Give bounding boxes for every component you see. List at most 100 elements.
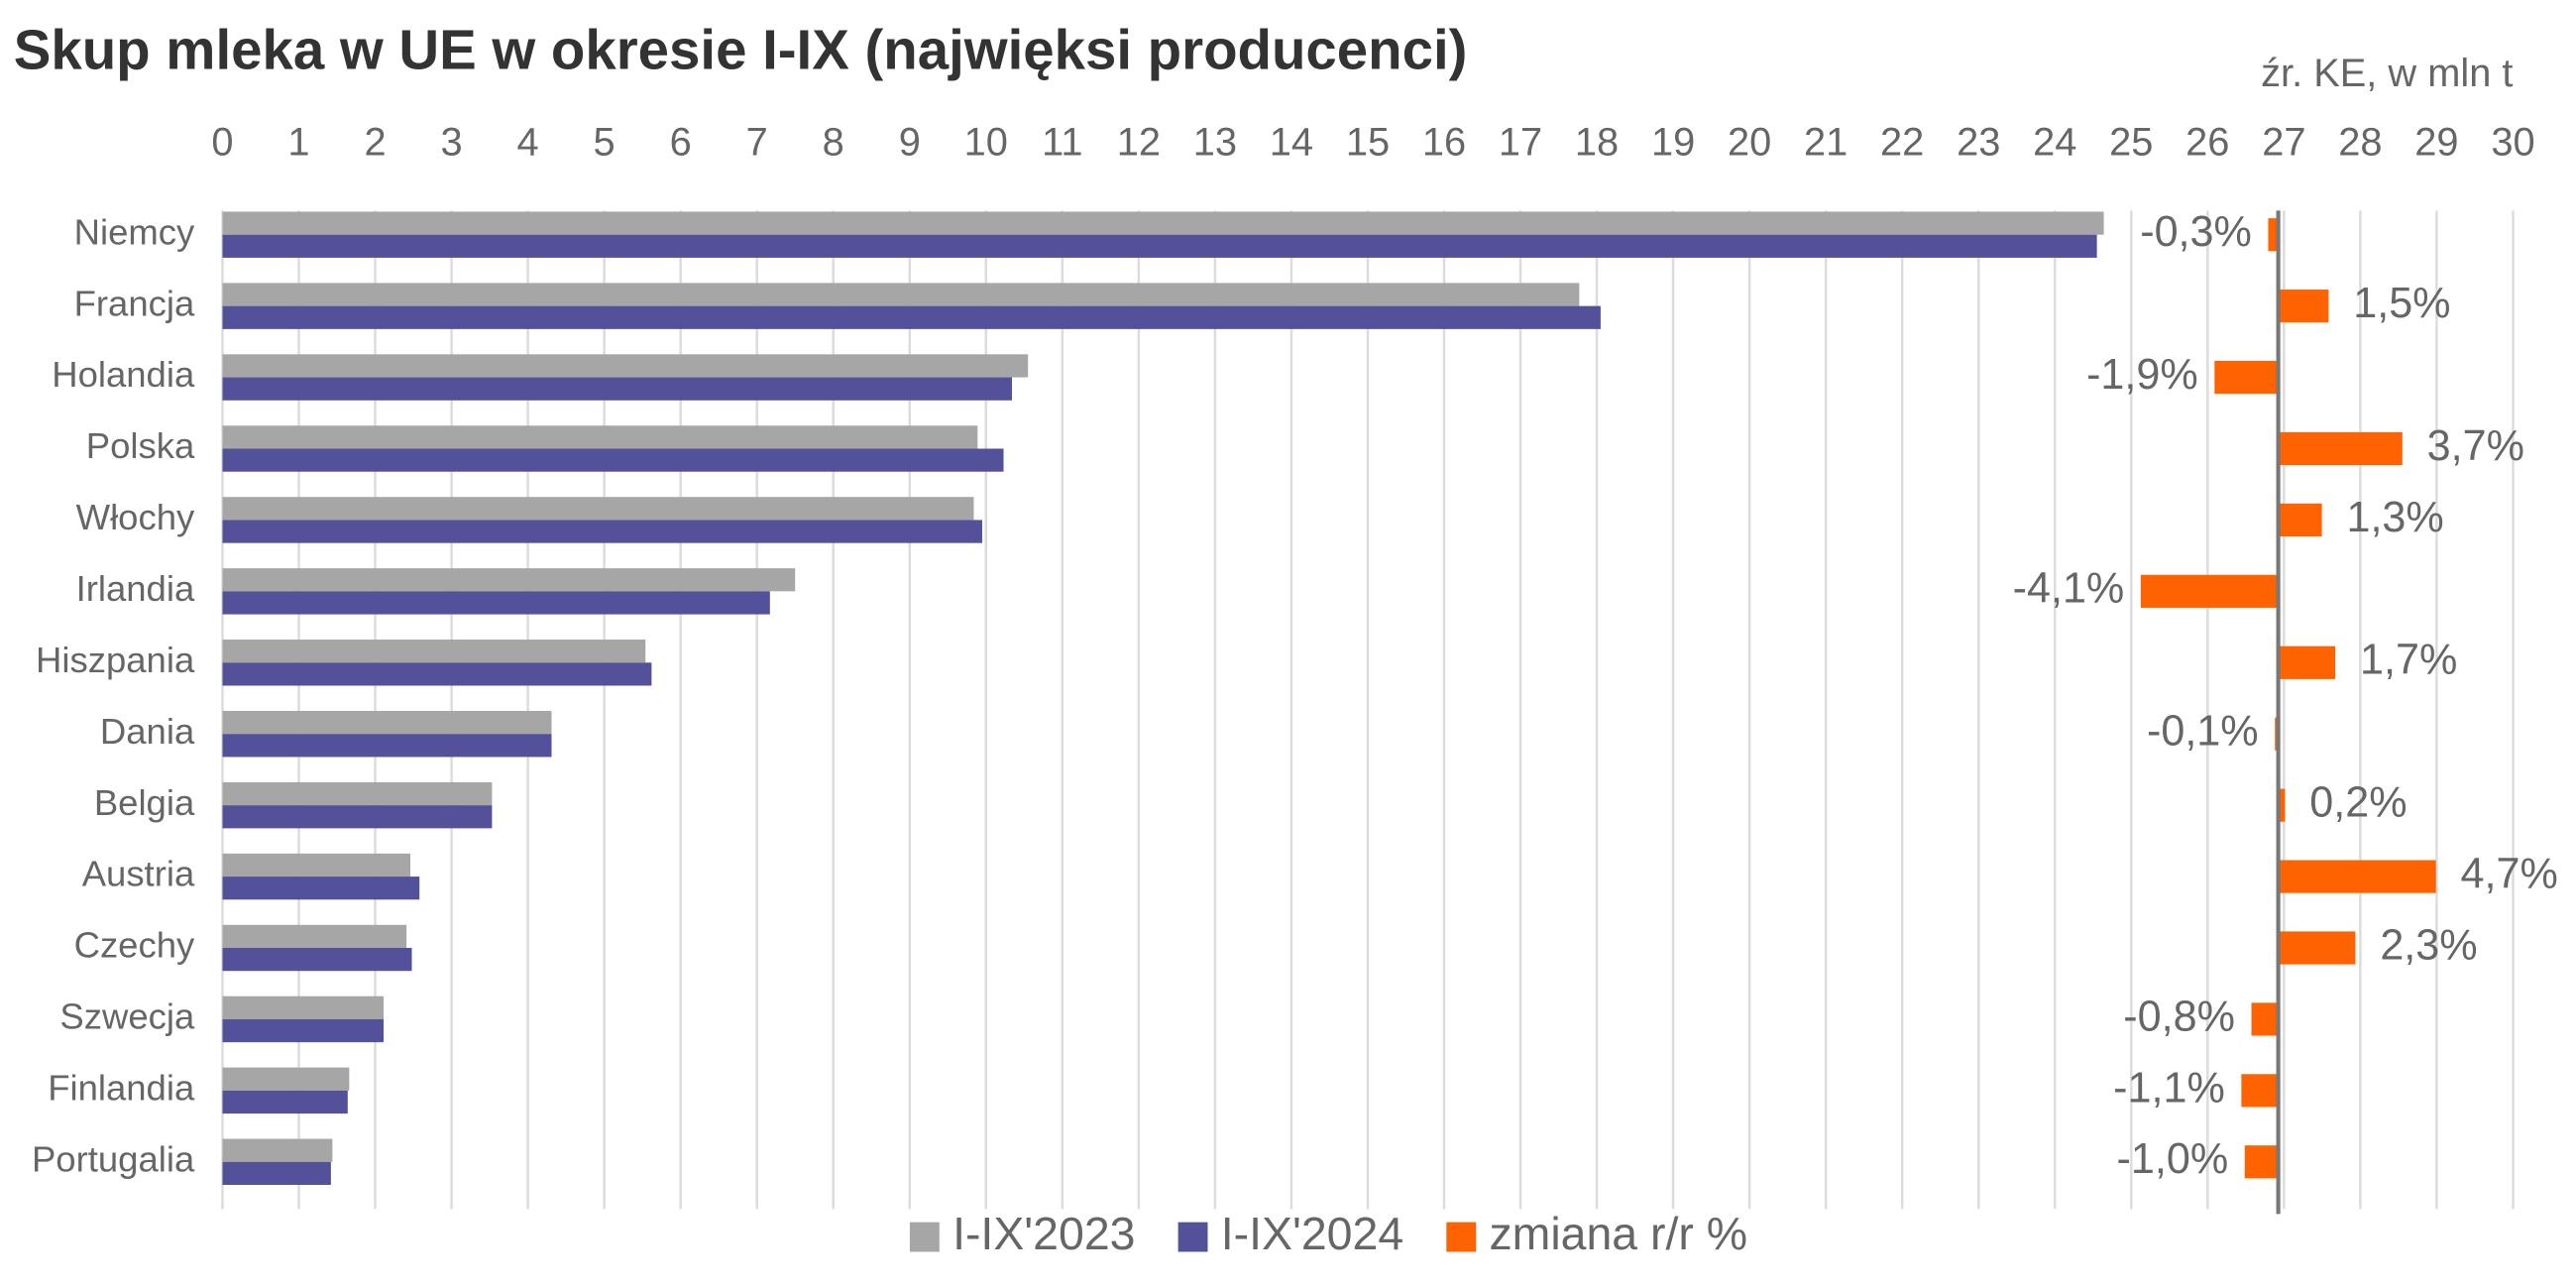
x-tick-label: 24 [2033, 121, 2076, 165]
x-tick-label: 25 [2109, 121, 2153, 165]
change-bar [2278, 860, 2436, 893]
change-bar [2251, 1002, 2279, 1036]
value-label: 1,7% [2360, 637, 2457, 684]
bar [222, 1161, 331, 1186]
x-tick-label: 14 [1270, 121, 1313, 165]
bar [222, 1067, 350, 1091]
bar [222, 640, 646, 663]
x-tick-label: 26 [2185, 121, 2229, 165]
y-tick-label: Austria [82, 854, 195, 894]
bar [222, 377, 1012, 401]
x-tick-label: 30 [2491, 121, 2534, 165]
value-label: -1,1% [2113, 1064, 2225, 1112]
bar [222, 568, 796, 592]
source-note: źr. KE, w mln t [2261, 52, 2513, 95]
value-label: -1,0% [2117, 1135, 2229, 1183]
legend-swatch [1446, 1222, 1477, 1252]
change-bar [2214, 360, 2279, 395]
x-tick-label: 3 [440, 121, 462, 165]
change-bar [2244, 1145, 2279, 1179]
change-bar [2278, 431, 2403, 466]
x-tick-label: 12 [1117, 121, 1161, 165]
bar [222, 805, 493, 829]
y-tick-label: Irlandia [76, 568, 195, 609]
bar [222, 354, 1029, 378]
x-tick-label: 18 [1575, 121, 1619, 165]
bar [222, 662, 652, 686]
x-tick-label: 6 [670, 121, 692, 165]
bar [222, 924, 407, 949]
bar [222, 948, 412, 972]
x-tick-label: 20 [1728, 121, 1771, 165]
bar [222, 211, 2104, 235]
x-tick-label: 0 [211, 121, 233, 165]
x-tick-label: 8 [823, 121, 844, 165]
bar [222, 520, 982, 543]
x-tick-label: 9 [899, 121, 921, 165]
value-label: 3,7% [2427, 422, 2524, 470]
x-tick-label: 11 [1042, 121, 1082, 165]
bar [222, 734, 552, 758]
x-tick-label: 21 [1804, 121, 1848, 165]
legend-swatch [909, 1222, 940, 1252]
x-tick-label: 28 [2338, 121, 2382, 165]
x-tick-label: 5 [594, 121, 616, 165]
bar [222, 1018, 385, 1043]
value-label: 0,2% [2309, 779, 2407, 827]
y-tick-label: Włochy [76, 497, 195, 537]
y-tick-label: Niemcy [74, 211, 195, 252]
bar [222, 853, 410, 878]
legend-label: zmiana r/r % [1489, 1208, 1747, 1259]
x-tick-label: 17 [1499, 121, 1542, 165]
change-bar [2268, 218, 2279, 252]
change-bar [2278, 503, 2322, 537]
y-tick-label: Francja [74, 283, 195, 323]
y-tick-label: Dania [100, 711, 195, 752]
legend-label: I-IX'2024 [1221, 1208, 1403, 1259]
bar [222, 305, 1601, 329]
change-bar [2241, 1074, 2279, 1108]
change-bar [2278, 788, 2286, 822]
x-tick-label: 15 [1346, 121, 1390, 165]
bar [222, 1138, 333, 1162]
value-label: -4,1% [2013, 565, 2125, 613]
x-tick-label: 4 [517, 121, 539, 165]
bar [222, 283, 1580, 306]
bar [222, 1090, 348, 1114]
change-bar [2278, 931, 2356, 965]
change-bar [2140, 574, 2279, 608]
value-label: 2,3% [2380, 921, 2477, 969]
y-tick-label: Finlandia [48, 1068, 195, 1109]
value-label: -0,3% [2140, 208, 2252, 256]
y-tick-label: Belgia [94, 782, 195, 823]
legend-swatch [1177, 1222, 1208, 1252]
y-tick-label: Szwecja [59, 996, 195, 1037]
x-tick-label: 23 [1957, 121, 2000, 165]
chart-title: Skup mleka w UE w okresie I-IX (najwięks… [14, 19, 1468, 81]
value-label: -0,1% [2147, 708, 2259, 756]
y-tick-label: Portugalia [32, 1138, 195, 1179]
x-tick-label: 22 [1880, 121, 1924, 165]
x-tick-label: 27 [2262, 121, 2305, 165]
x-tick-label: 29 [2414, 121, 2458, 165]
value-label: -1,9% [2086, 351, 2198, 399]
change-bar [2278, 290, 2329, 323]
bar [222, 448, 1004, 472]
x-tick-label: 13 [1193, 121, 1237, 165]
y-tick-label: Hiszpania [36, 640, 195, 680]
x-tick-label: 10 [964, 121, 1008, 165]
value-label: 1,5% [2353, 280, 2450, 327]
x-tick-label: 2 [364, 121, 386, 165]
bar [222, 781, 493, 806]
x-tick-label: 7 [746, 121, 768, 165]
y-tick-label: Holandia [52, 354, 195, 395]
bar [222, 591, 770, 615]
x-tick-label: 19 [1651, 121, 1695, 165]
bar [222, 425, 978, 449]
y-tick-label: Polska [86, 425, 195, 466]
value-label: 1,3% [2346, 494, 2443, 541]
y-tick-label: Czechy [74, 925, 195, 966]
bar [222, 995, 385, 1019]
